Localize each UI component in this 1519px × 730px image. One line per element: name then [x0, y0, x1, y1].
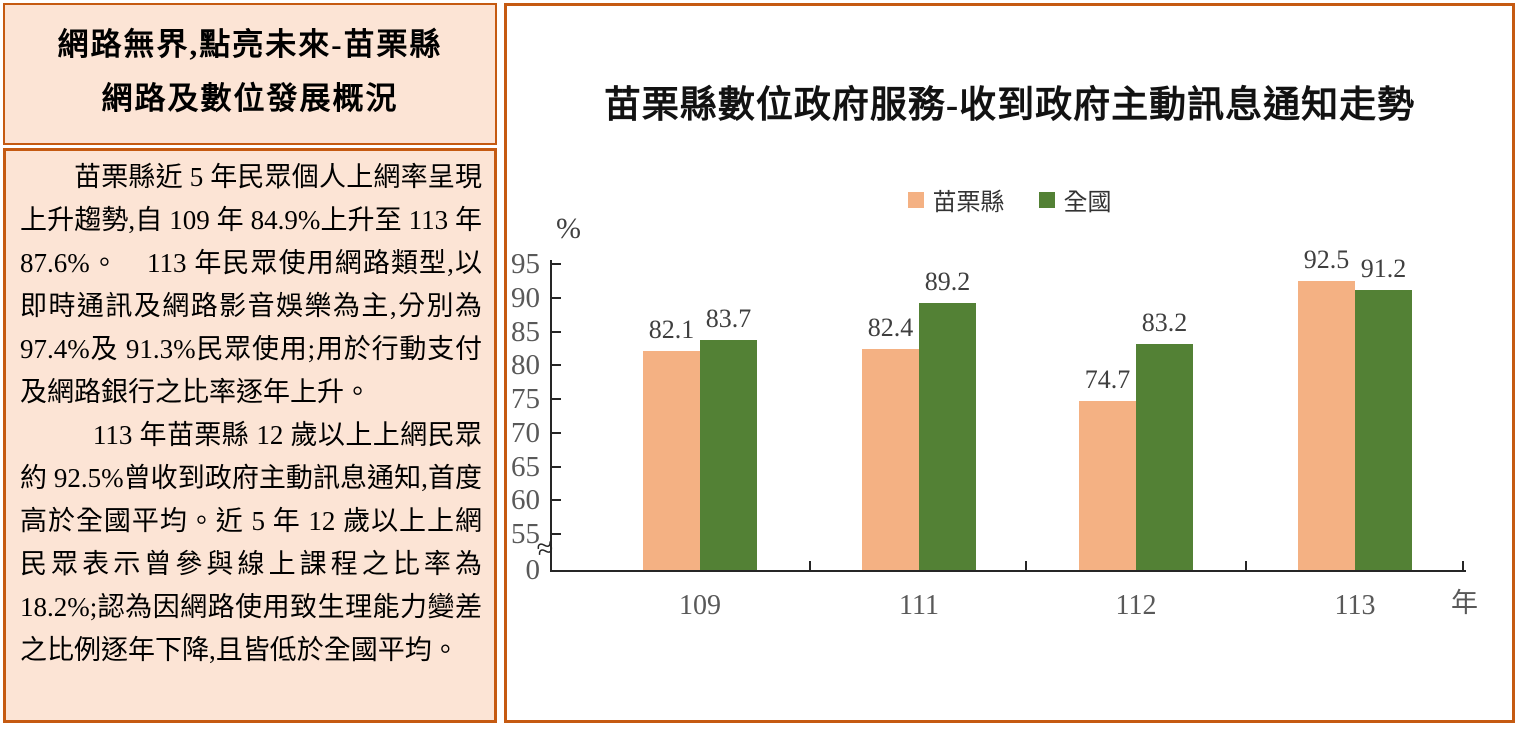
- y-axis-tick-label: 80: [511, 349, 540, 382]
- y-axis-tick-mark: [552, 499, 561, 502]
- y-axis-tick-mark: [552, 364, 561, 367]
- y-axis-tick-mark: [552, 398, 561, 400]
- chart-legend: 苗栗縣 全國: [507, 182, 1512, 217]
- y-axis-tick-mark: [552, 431, 561, 434]
- plot-area: % 年 95 90 85 80 75 70 65 60 55 0 ≈82.1 83.7 109 82.4 8…: [511, 212, 1478, 621]
- report-title-line-2: 網路及數位發展概況: [101, 81, 399, 116]
- y-axis-tick-mark: [552, 330, 561, 333]
- y-axis-tick-label: 70: [511, 416, 540, 449]
- x-axis-tick-mark: [1245, 561, 1247, 570]
- x-axis-category-label: 109: [679, 590, 721, 621]
- bar-national-109: [700, 340, 757, 570]
- x-axis-category-label: 113: [1334, 590, 1376, 621]
- report-title-line-1: 網路無界,點亮未來-苗栗縣: [57, 27, 443, 62]
- bar-national-111: [919, 303, 976, 570]
- chart-title: 苗栗縣數位政府服務-收到政府主動訊息通知走勢: [603, 85, 1416, 126]
- y-axis-tick-label: 90: [511, 281, 540, 314]
- y-axis-tick-mark: [552, 533, 561, 535]
- bar-miaoli-111: [862, 349, 919, 570]
- x-axis-tick-mark: [1025, 561, 1027, 570]
- legend-item-national: 全國: [1038, 182, 1112, 217]
- bar-value-miaoli-112: 74.7: [1084, 365, 1131, 395]
- x-axis-category-label: 112: [1115, 590, 1157, 621]
- legend-item-miaoli: 苗栗縣: [907, 182, 1005, 217]
- y-axis-tick-label: 55: [511, 518, 540, 550]
- y-axis-tick-mark: [552, 296, 561, 299]
- y-axis-tick-mark: [552, 263, 561, 265]
- y-axis-tick-label: 85: [511, 315, 540, 348]
- report-title-box: 網路無界,點亮未來-苗栗縣 網路及數位發展概況: [3, 3, 497, 145]
- summary-paragraph-2: 113 年苗栗縣 12 歲以上上網民眾約 92.5%曾收到政府主動訊息通知,首度…: [20, 420, 482, 665]
- bar-miaoli-109: [643, 351, 700, 570]
- legend-label-national: 全國: [1063, 190, 1112, 216]
- bar-miaoli-112: [1079, 401, 1136, 570]
- summary-paragraph-1: 苗栗縣近 5 年民眾個人上網率呈現上升趨勢,自 109 年 84.9%上升至 1…: [20, 162, 482, 407]
- y-axis-tick-label: 75: [511, 383, 540, 415]
- y-axis-unit-label: %: [556, 212, 581, 245]
- legend-swatch-national-icon: [1038, 191, 1055, 208]
- legend-swatch-miaoli-icon: [907, 191, 924, 208]
- bar-value-miaoli-113: 92.5: [1303, 244, 1350, 274]
- y-axis-tick-mark: [552, 465, 561, 468]
- bar-national-112: [1136, 343, 1193, 570]
- y-axis-tick-label: 65: [511, 450, 540, 483]
- x-axis-tick-mark: [809, 561, 811, 570]
- bar-value-national-113: 91.2: [1360, 253, 1407, 283]
- bar-value-national-112: 83.2: [1141, 307, 1188, 337]
- bar-value-miaoli-109: 82.1: [648, 315, 695, 345]
- x-axis-category-label: 111: [899, 590, 939, 621]
- summary-text-box: 苗栗縣近 5 年民眾個人上網率呈現上升趨勢,自 109 年 84.9%上升至 1…: [3, 148, 497, 723]
- x-axis-unit-label: 年: [1451, 588, 1478, 618]
- y-axis-tick-label: 60: [511, 484, 540, 517]
- x-axis-tick-mark: [1462, 561, 1464, 570]
- legend-label-miaoli: 苗栗縣: [932, 190, 1005, 216]
- bar-value-miaoli-111: 82.4: [867, 313, 914, 343]
- bar-value-national-111: 89.2: [924, 267, 971, 297]
- y-axis-tick-label: 95: [511, 248, 540, 280]
- bar-miaoli-113: [1298, 280, 1355, 570]
- y-axis-tick-label: 0: [525, 554, 541, 586]
- chart-panel: 苗栗縣數位政府服務-收到政府主動訊息通知走勢 苗栗縣 全國 % 年 95 90 85…: [504, 3, 1515, 723]
- bar-value-national-109: 83.7: [705, 304, 752, 334]
- bar-national-113: [1355, 289, 1412, 570]
